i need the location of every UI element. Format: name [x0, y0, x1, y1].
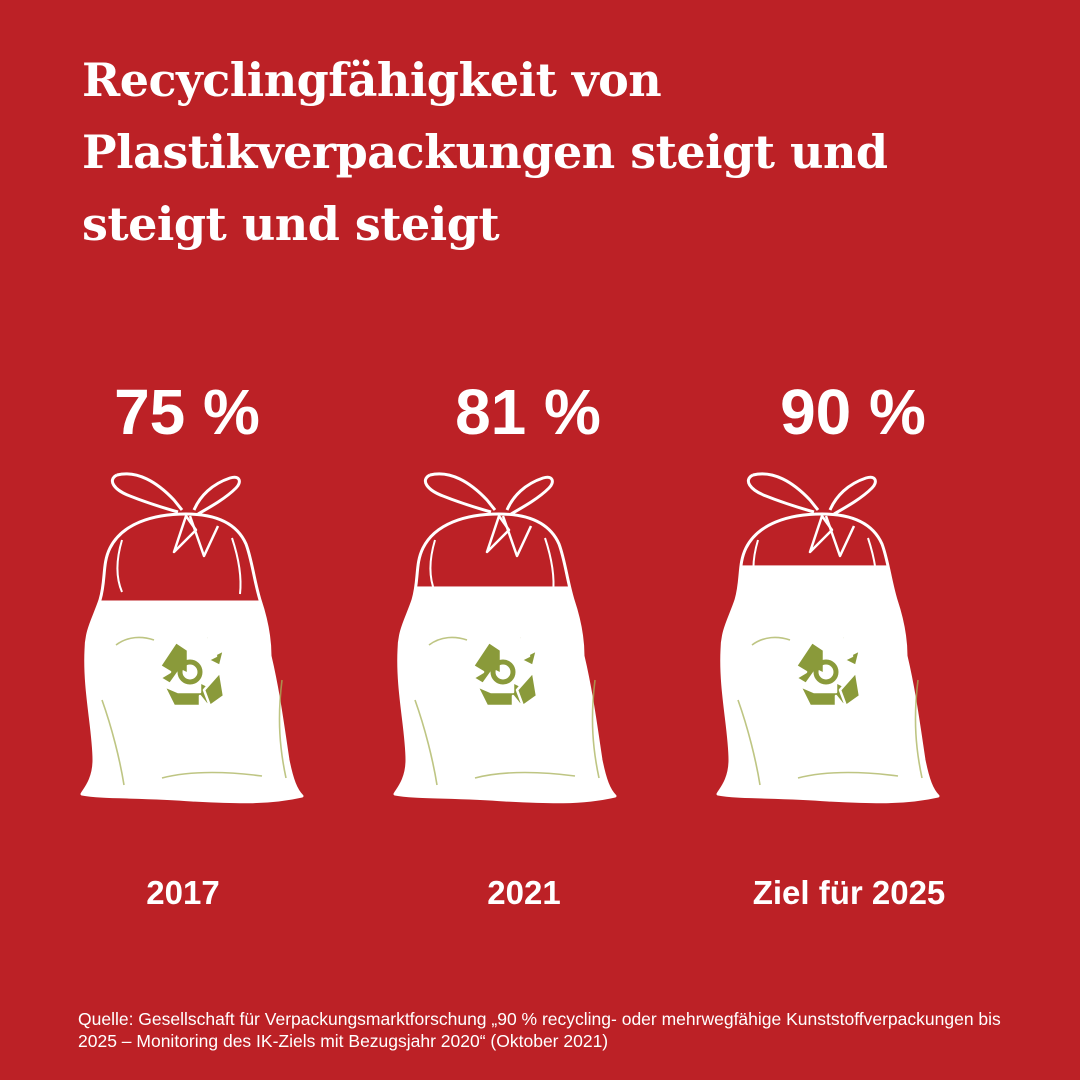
bag-crease-line — [414, 699, 438, 786]
recycle-arrow-shape — [838, 670, 862, 708]
recycle-icon — [471, 634, 539, 708]
recycle-arrow-shape — [515, 670, 539, 708]
bag-crease-line — [101, 699, 125, 786]
recycle-arrow-shape — [794, 640, 826, 686]
bag-crease-line — [797, 771, 899, 779]
bag-group-3 — [716, 472, 940, 804]
recycle-icon — [794, 634, 862, 708]
category-label: 2021 — [487, 874, 560, 911]
value-label: 90 % — [780, 376, 926, 448]
page-title: Recyclingfähigkeit von Plastikverpackung… — [82, 53, 888, 251]
bag-crease-line — [737, 699, 761, 786]
recycle-arrow-shape — [471, 640, 503, 686]
recycle-arrow-shape — [493, 634, 539, 668]
recycle-arrow-shape — [158, 640, 190, 686]
value-label: 81 % — [455, 376, 601, 448]
bag-crease-line — [751, 636, 791, 646]
recycle-center — [813, 659, 839, 685]
source-note: Quelle: Gesellschaft für Verpackungsmark… — [78, 1009, 1001, 1051]
category-label: Ziel für 2025 — [753, 874, 946, 911]
recycle-icon — [158, 634, 226, 708]
recycle-arrow-shape — [180, 634, 226, 668]
bag-group-1 — [80, 472, 304, 804]
value-label: 75 % — [114, 376, 260, 448]
bag-crease-line — [428, 636, 468, 646]
recycle-arrow-shape — [816, 634, 862, 668]
recycle-center — [490, 659, 516, 685]
recycle-arrow-shape — [202, 670, 226, 708]
bag-crease-line — [115, 636, 155, 646]
bag-crease-line — [591, 679, 600, 779]
bag-crease-line — [278, 679, 287, 779]
bag-chart: 75 % 2017 81 % 2021 90 % Ziel für 2025 — [80, 376, 946, 911]
bag-crease-line — [161, 771, 263, 779]
bag-crease-line — [914, 679, 923, 779]
bag-fill-bar — [718, 565, 938, 802]
category-label: 2017 — [146, 874, 219, 911]
recycle-center — [177, 659, 203, 685]
bag-group-2 — [393, 472, 617, 804]
bag-crease-line — [474, 771, 576, 779]
